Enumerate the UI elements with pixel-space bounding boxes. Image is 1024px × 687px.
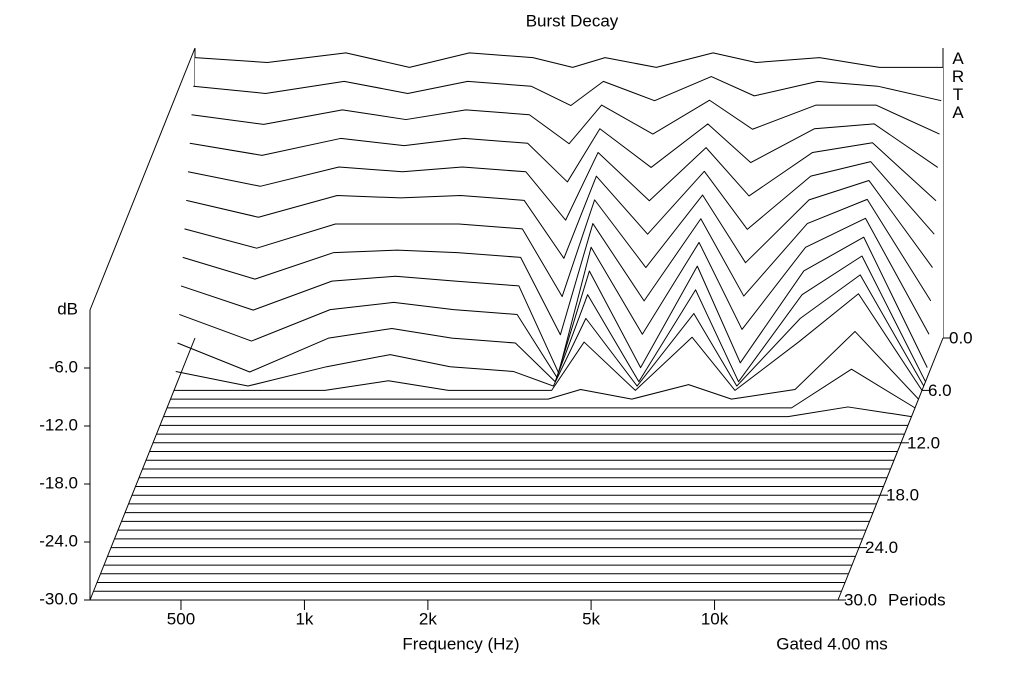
z-axis-label: Periods bbox=[888, 590, 946, 609]
floor-left-edge bbox=[89, 337, 196, 601]
x-axis-label: Frequency (Hz) bbox=[402, 634, 519, 653]
y-tick-label: -30.0 bbox=[39, 589, 78, 608]
z-tick-label: 6.0 bbox=[928, 381, 952, 400]
z-tick-label: 24.0 bbox=[865, 538, 898, 557]
slice-fill bbox=[177, 256, 926, 382]
axes: 500 1k 2k 5k 10k -6.0 -12.0 -18.0 -24.0 -30.0 0.0 6… bbox=[39, 328, 972, 628]
x-tick-label: 10k bbox=[701, 609, 729, 628]
decay-slice bbox=[177, 255, 926, 383]
decay-slice bbox=[186, 161, 935, 259]
decay-slice bbox=[191, 99, 940, 145]
y-tick-label: -6.0 bbox=[49, 357, 78, 376]
y-tick-label: -12.0 bbox=[39, 415, 78, 434]
decay-slice bbox=[174, 293, 923, 391]
x-tick-label: 1k bbox=[295, 609, 313, 628]
decay-slice bbox=[170, 330, 919, 400]
decay-slice bbox=[187, 142, 937, 221]
decay-slice bbox=[193, 76, 942, 107]
x-tick-label: 500 bbox=[167, 609, 195, 628]
y-axis-label: dB bbox=[57, 299, 78, 318]
slices bbox=[90, 52, 943, 601]
z-tick-label: 0.0 bbox=[949, 328, 973, 347]
y-tick-label: -18.0 bbox=[39, 473, 78, 492]
chart-title: Burst Decay bbox=[526, 11, 619, 30]
watermark: ARTA bbox=[949, 49, 968, 121]
decay-slice bbox=[184, 180, 933, 298]
z-tick-label: 12.0 bbox=[907, 433, 940, 452]
decay-slice bbox=[179, 236, 928, 378]
y-tick-label: -24.0 bbox=[39, 531, 78, 550]
slice-fill bbox=[167, 369, 915, 408]
decay-slice bbox=[163, 406, 912, 418]
x-tick-label: 5k bbox=[582, 609, 600, 628]
decay-slice bbox=[180, 217, 930, 374]
decay-slice bbox=[194, 52, 943, 68]
decay-slice bbox=[182, 198, 932, 336]
annotation: Gated 4.00 ms bbox=[776, 634, 888, 653]
decay-slice bbox=[189, 123, 939, 183]
z-axis-line bbox=[837, 337, 944, 601]
decay-slice bbox=[175, 274, 925, 387]
x-tick-label: 2k bbox=[419, 609, 437, 628]
z-tick-label: 18.0 bbox=[886, 486, 919, 505]
decay-slice bbox=[167, 368, 916, 409]
slice-fill bbox=[163, 406, 912, 417]
z-tick-label: 30.0 bbox=[844, 590, 877, 609]
top-left-edge bbox=[89, 47, 196, 311]
